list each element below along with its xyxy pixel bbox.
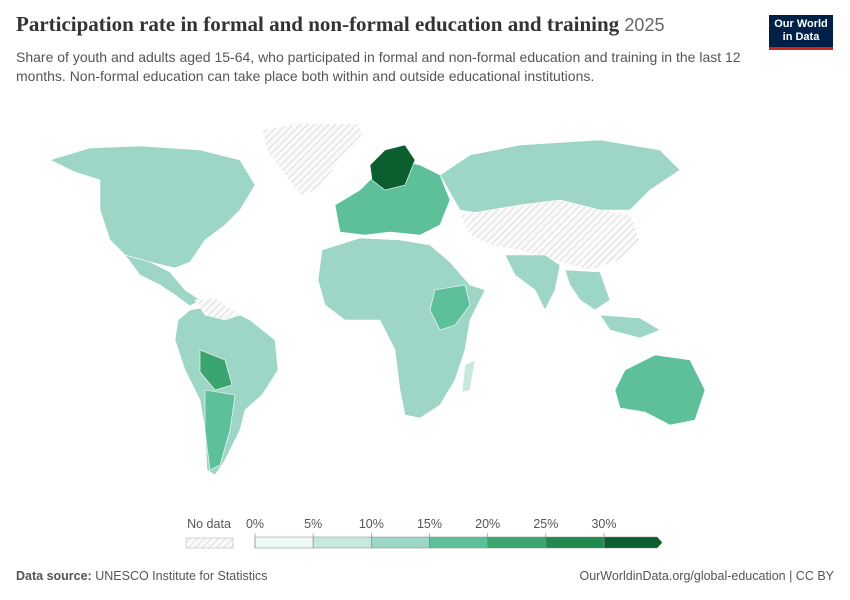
legend-bin-arrow: [603, 536, 663, 549]
source-text: UNESCO Institute for Statistics: [95, 569, 268, 583]
source-label: Data source:: [16, 569, 92, 583]
legend-tick-label: 5%: [304, 517, 322, 531]
legend-tick-label: 10%: [359, 517, 384, 531]
legend-tick-label: 25%: [533, 517, 558, 531]
logo-line: Our World: [774, 18, 828, 30]
legend-bin: [371, 536, 430, 549]
subtitle: Share of youth and adults aged 15-64, wh…: [16, 49, 741, 84]
source: Data source: UNESCO Institute for Statis…: [16, 569, 268, 583]
legend-bin: [312, 536, 372, 549]
legend-bin: [545, 536, 605, 549]
url[interactable]: OurWorldinData.org/global-education | CC…: [579, 569, 834, 583]
legend-tick-label: 30%: [591, 517, 616, 531]
legend-tick-label: 15%: [417, 517, 442, 531]
legend-bin: [487, 536, 547, 549]
legend-tick-label: 0%: [246, 517, 264, 531]
no-data-swatch: [185, 537, 234, 549]
logo[interactable]: Our World in Data: [769, 15, 833, 50]
no-data-label: No data: [187, 517, 231, 531]
title: Participation rate in formal and non-for…: [16, 12, 620, 36]
land: [49, 122, 706, 476]
legend: No data 0% 5% 10% 15% 20% 25% 30%: [185, 517, 663, 549]
legend-bin: [429, 536, 488, 549]
legend-bin: [254, 536, 314, 549]
year: 2025: [624, 15, 665, 35]
title-block: Participation rate in formal and non-for…: [16, 12, 664, 37]
logo-line: in Data: [782, 31, 820, 43]
legend-tick-label: 20%: [475, 517, 500, 531]
